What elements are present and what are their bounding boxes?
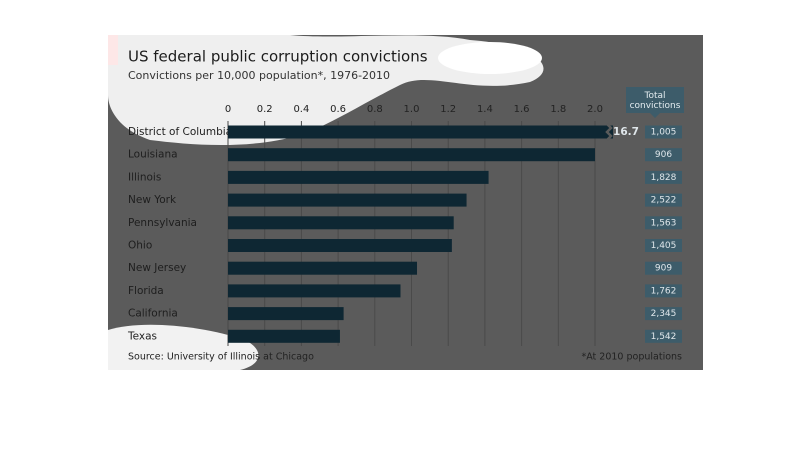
total-box xyxy=(645,170,682,184)
total-box xyxy=(645,193,682,207)
total-box xyxy=(645,329,682,343)
category-label: California xyxy=(128,308,178,320)
bar xyxy=(228,261,418,275)
category-label: Pennsylvania xyxy=(128,217,197,229)
category-label: Texas xyxy=(127,330,157,342)
x-tick-label: 1.8 xyxy=(550,104,566,115)
overlay-blob xyxy=(438,42,542,74)
bar xyxy=(228,193,467,207)
overlay-blob xyxy=(108,35,544,145)
x-tick-label: 0.6 xyxy=(330,104,346,115)
bar xyxy=(228,125,613,139)
category-label: Florida xyxy=(128,285,164,297)
total-value: 1,828 xyxy=(651,173,677,183)
category-label: New York xyxy=(128,194,177,206)
bar xyxy=(228,329,340,343)
x-tick-label: 1.2 xyxy=(440,104,456,115)
totals-header: Total convictions xyxy=(630,91,681,111)
total-value: 1,005 xyxy=(651,128,677,138)
bar xyxy=(228,216,454,230)
total-value: 909 xyxy=(655,264,672,274)
overlay-blob xyxy=(108,324,259,370)
bar xyxy=(228,307,344,321)
x-tick-label: 2.0 xyxy=(587,104,603,115)
total-box xyxy=(645,307,682,321)
x-tick-label: 0.2 xyxy=(257,104,273,115)
chart-subtitle: Convictions per 10,000 population*, 1976… xyxy=(128,69,390,82)
value-label: 16.7 xyxy=(613,126,639,138)
footnote: *At 2010 populations xyxy=(581,352,682,363)
total-value: 2,345 xyxy=(651,309,677,319)
total-value: 1,405 xyxy=(651,241,677,251)
total-value: 1,563 xyxy=(651,218,677,228)
total-value: 2,522 xyxy=(651,196,677,206)
total-box xyxy=(645,148,682,162)
bar xyxy=(228,239,452,252)
category-label: New Jersey xyxy=(128,262,186,274)
x-tick-label: 0.8 xyxy=(367,104,383,115)
bar xyxy=(228,284,401,298)
total-value: 1,542 xyxy=(651,332,677,342)
x-tick-label: 0.4 xyxy=(293,104,309,115)
bar xyxy=(228,170,489,184)
total-box xyxy=(645,261,682,275)
totals-header-box xyxy=(626,87,684,118)
axis-break xyxy=(605,123,613,141)
source: Source: University of Illinois at Chicag… xyxy=(128,352,314,363)
total-box xyxy=(645,284,682,298)
total-value: 1,762 xyxy=(651,286,677,296)
total-box xyxy=(645,125,682,139)
chart-title: US federal public corruption convictions xyxy=(128,48,428,66)
category-label: District of Columbia xyxy=(128,126,232,138)
x-tick-label: 0 xyxy=(225,104,231,115)
total-box xyxy=(645,216,682,230)
x-tick-label: 1.6 xyxy=(514,104,530,115)
total-box xyxy=(645,239,682,252)
bar xyxy=(228,148,595,162)
x-tick-label: 1.4 xyxy=(477,104,493,115)
category-label: Illinois xyxy=(128,171,161,183)
total-value: 906 xyxy=(655,150,672,160)
category-label: Louisiana xyxy=(128,149,178,161)
x-tick-label: 1.0 xyxy=(404,104,420,115)
category-label: Ohio xyxy=(128,240,152,252)
